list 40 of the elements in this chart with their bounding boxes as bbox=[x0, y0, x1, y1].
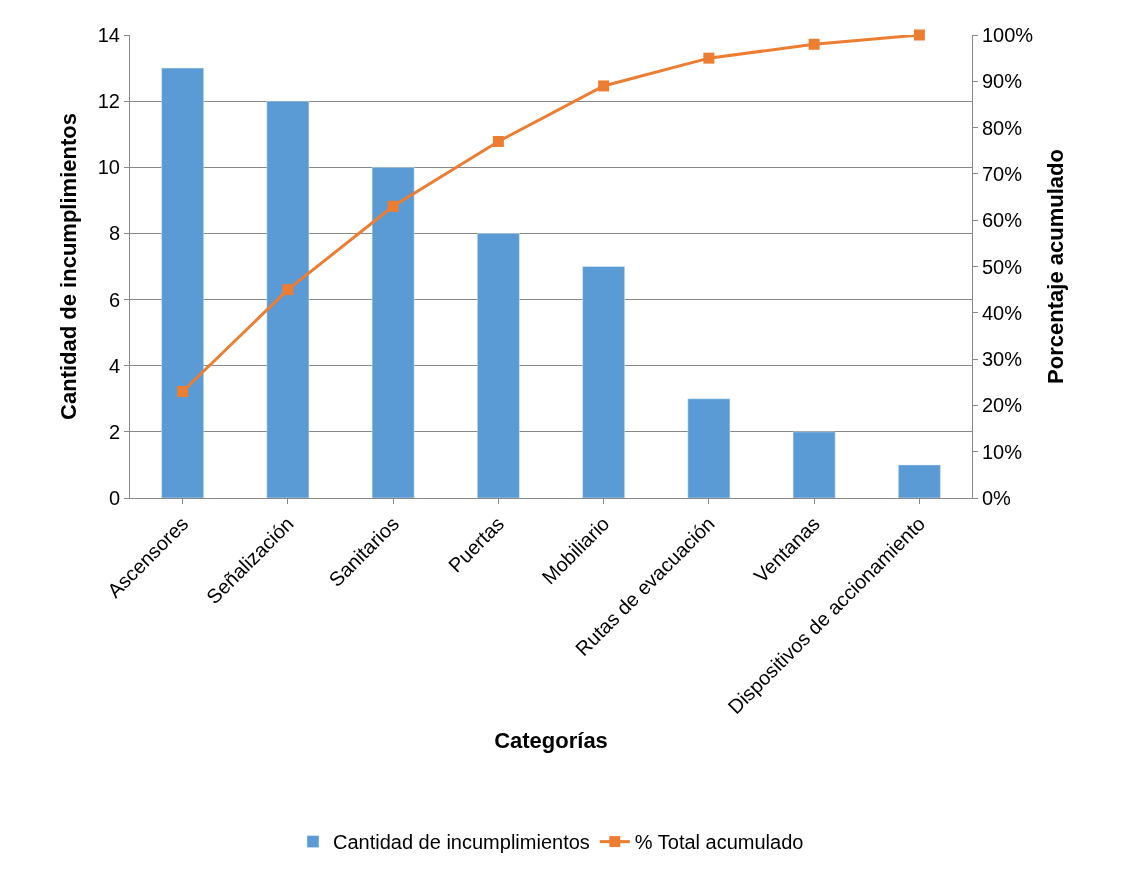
bar bbox=[477, 233, 520, 498]
y2-tick-label: 50% bbox=[982, 255, 1023, 278]
bar bbox=[792, 431, 836, 498]
point bbox=[808, 38, 820, 50]
point bbox=[177, 386, 189, 398]
bar bbox=[687, 398, 731, 498]
y2-tick-label: 40% bbox=[982, 301, 1023, 324]
legend-label: Cantidad de incumplimientos bbox=[333, 831, 590, 854]
bar bbox=[161, 67, 204, 498]
point bbox=[387, 200, 399, 212]
x-axis-title: Categorías bbox=[494, 728, 608, 754]
point bbox=[598, 80, 610, 92]
y2-tick-label: 90% bbox=[982, 70, 1023, 93]
y2-tick-label: 0% bbox=[982, 487, 1012, 509]
point bbox=[913, 29, 925, 41]
y2-tick-label: 30% bbox=[982, 348, 1023, 371]
y-tick-label: 8 bbox=[108, 222, 120, 245]
bar bbox=[266, 100, 310, 498]
y-axis-title: Cantidad de incumplimientos bbox=[55, 113, 81, 420]
y-tick-label: 14 bbox=[97, 24, 120, 46]
y-tick-label: 6 bbox=[108, 288, 120, 311]
y2-tick-label: 10% bbox=[982, 440, 1023, 463]
point bbox=[703, 52, 715, 64]
y-tick-label: 4 bbox=[108, 354, 120, 377]
bar bbox=[371, 167, 415, 498]
y2-tick-label: 100% bbox=[982, 24, 1034, 46]
y2-axis-title: Porcentaje acumulado bbox=[1043, 149, 1069, 384]
y2-tick-label: 80% bbox=[982, 116, 1023, 139]
y-tick-label: 10 bbox=[97, 156, 120, 179]
point bbox=[492, 135, 504, 147]
bar bbox=[898, 464, 941, 498]
y2-tick-label: 20% bbox=[982, 394, 1023, 417]
y-tick-label: 2 bbox=[108, 420, 120, 443]
y2-tick-label: 60% bbox=[982, 209, 1023, 232]
legend-label: % Total acumulado bbox=[634, 831, 804, 854]
y-tick-label: 12 bbox=[97, 90, 120, 113]
bar bbox=[582, 266, 625, 498]
y2-tick-label: 70% bbox=[982, 162, 1023, 185]
point bbox=[282, 284, 294, 296]
y-tick-label: 0 bbox=[108, 487, 120, 509]
